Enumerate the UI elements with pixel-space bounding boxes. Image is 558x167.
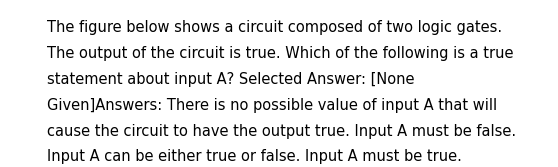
Text: The output of the circuit is true. Which of the following is a true: The output of the circuit is true. Which… bbox=[47, 46, 514, 61]
Text: cause the circuit to have the output true. Input A must be false.: cause the circuit to have the output tru… bbox=[47, 124, 517, 139]
Text: Given]Answers: There is no possible value of input A that will: Given]Answers: There is no possible valu… bbox=[47, 98, 498, 113]
Text: statement about input A? Selected Answer: [None: statement about input A? Selected Answer… bbox=[47, 72, 415, 87]
Text: Input A can be either true or false. Input A must be true.: Input A can be either true or false. Inp… bbox=[47, 149, 463, 164]
Text: The figure below shows a circuit composed of two logic gates.: The figure below shows a circuit compose… bbox=[47, 20, 503, 35]
